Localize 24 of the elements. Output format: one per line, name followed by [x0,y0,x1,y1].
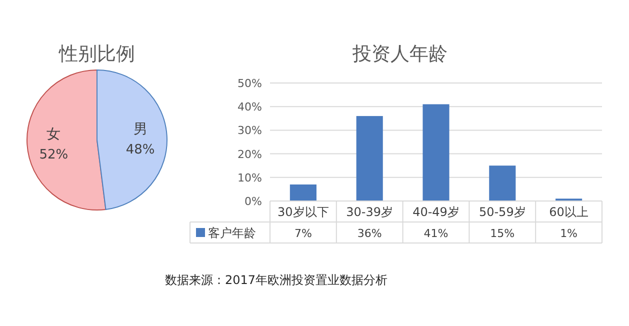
y-tick-label: 50% [238,77,262,90]
data-label: 48% [126,142,155,158]
data-label: 7% [294,227,312,240]
x-tick-label: 30-39岁 [346,205,394,219]
y-tick-label: 40% [238,100,262,114]
y-tick-label: 30% [238,124,262,138]
data-label: 41% [424,227,448,240]
data-label: 52% [39,148,68,163]
legend-label: 客户年龄 [208,226,256,240]
chart-title: 性别比例 [58,43,135,65]
data-label: 1% [560,227,578,240]
data-label: 36% [357,227,382,240]
chart-title: 投资人年龄 [352,43,448,65]
y-tick-label: 10% [238,171,262,184]
source-note: 数据来源：2017年欧洲投资置业数据分析 [165,273,388,287]
data-label: 15% [490,227,515,240]
x-tick-label: 40-49岁 [412,205,460,219]
x-tick-label: 50-59岁 [478,205,526,219]
x-tick-label: 60以上 [549,205,588,219]
y-tick-label: 20% [238,148,262,161]
x-tick-label: 30岁以下 [278,205,329,219]
y-tick-label: 0% [244,195,262,208]
slice-label: 男 [133,121,148,138]
slice-label: 女 [46,126,61,143]
